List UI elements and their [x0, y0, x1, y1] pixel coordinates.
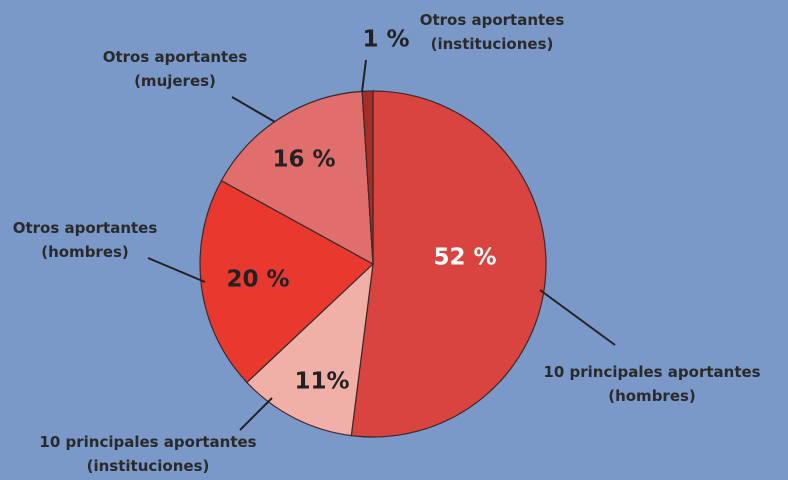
category-label-line: (mujeres): [134, 72, 216, 90]
value-label: 16 %: [272, 147, 335, 173]
category-label: Otros aportantes (hombres): [13, 219, 158, 261]
category-label-line: (hombres): [608, 387, 696, 405]
category-label-line: (instituciones): [431, 35, 554, 53]
pie-slice: [350, 90, 547, 438]
pie-slice: [199, 179, 375, 384]
category-label: Otros aportantes (instituciones): [420, 11, 565, 53]
leader-line: [239, 397, 273, 431]
category-label-line: 10 principales aportantes: [39, 433, 256, 451]
pie-slice: [220, 90, 374, 266]
category-label-line: (instituciones): [87, 457, 210, 475]
leader-line: [231, 96, 276, 123]
category-label: Otros aportantes (mujeres): [103, 48, 248, 90]
leader-line: [361, 59, 367, 93]
value-label: 1 %: [362, 27, 409, 53]
category-label: 10 principales aportantes (instituciones): [39, 433, 256, 475]
value-label: 20 %: [226, 267, 289, 293]
pie-slice: [246, 262, 374, 437]
leader-line: [539, 289, 616, 346]
category-label-line: 10 principales aportantes: [543, 363, 760, 381]
category-label: 10 principales aportantes (hombres): [543, 363, 760, 405]
category-label-line: Otros aportantes: [103, 48, 248, 66]
value-label: 52 %: [433, 245, 496, 271]
value-label: 11%: [294, 369, 349, 395]
category-label-line: Otros aportantes: [13, 219, 158, 237]
category-label-line: (hombres): [41, 243, 129, 261]
leader-line: [147, 257, 206, 283]
category-label-line: Otros aportantes: [420, 11, 565, 29]
